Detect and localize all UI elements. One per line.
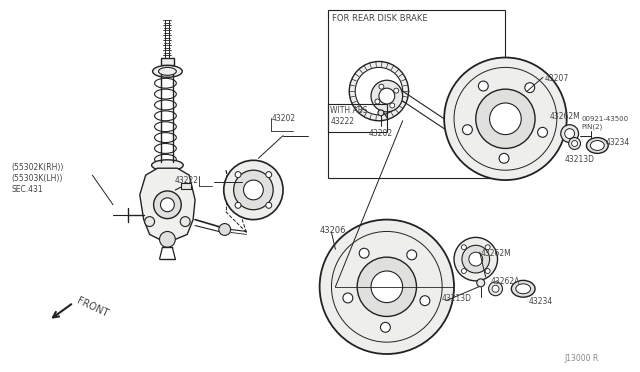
- Circle shape: [180, 217, 190, 227]
- Circle shape: [379, 88, 395, 104]
- Circle shape: [224, 160, 283, 219]
- Text: (55303K(LH)): (55303K(LH)): [12, 174, 63, 183]
- Circle shape: [454, 237, 497, 281]
- Text: 43202: 43202: [369, 129, 393, 138]
- Circle shape: [492, 285, 499, 292]
- Ellipse shape: [152, 160, 183, 171]
- Circle shape: [477, 279, 484, 287]
- Text: (55302K(RH)): (55302K(RH)): [12, 163, 63, 172]
- Circle shape: [390, 103, 395, 108]
- Ellipse shape: [586, 138, 608, 153]
- Circle shape: [371, 271, 403, 302]
- Circle shape: [343, 293, 353, 303]
- Circle shape: [462, 245, 490, 273]
- Circle shape: [359, 248, 369, 258]
- Circle shape: [538, 127, 547, 137]
- Circle shape: [159, 231, 175, 247]
- Text: 43262M: 43262M: [481, 249, 511, 258]
- Circle shape: [379, 84, 384, 89]
- Text: 43234: 43234: [605, 138, 630, 147]
- Circle shape: [380, 323, 390, 332]
- Circle shape: [463, 125, 472, 135]
- Bar: [328, 10, 506, 178]
- Circle shape: [420, 296, 430, 306]
- Circle shape: [145, 217, 155, 227]
- Circle shape: [525, 83, 534, 93]
- Circle shape: [561, 125, 579, 142]
- Text: 43222: 43222: [175, 176, 199, 185]
- Circle shape: [490, 103, 521, 135]
- Circle shape: [371, 80, 403, 112]
- Text: 43202: 43202: [271, 114, 295, 123]
- Ellipse shape: [511, 280, 535, 297]
- Ellipse shape: [152, 65, 182, 77]
- Text: 43213D: 43213D: [441, 294, 471, 303]
- Circle shape: [572, 141, 577, 147]
- Circle shape: [461, 245, 467, 250]
- Text: 43234: 43234: [528, 297, 552, 306]
- Circle shape: [378, 110, 384, 116]
- Circle shape: [319, 219, 454, 354]
- Circle shape: [476, 89, 535, 148]
- Text: FOR REAR DISK BRAKE: FOR REAR DISK BRAKE: [332, 14, 428, 23]
- Ellipse shape: [591, 141, 604, 150]
- Circle shape: [407, 250, 417, 260]
- Circle shape: [219, 224, 230, 235]
- Circle shape: [444, 58, 566, 180]
- Text: 43262M: 43262M: [550, 112, 580, 121]
- Circle shape: [234, 170, 273, 210]
- Circle shape: [569, 138, 580, 150]
- Text: SEC.431: SEC.431: [12, 185, 43, 194]
- Text: 43222: 43222: [330, 117, 355, 126]
- Ellipse shape: [516, 284, 531, 294]
- Circle shape: [266, 171, 272, 177]
- Text: 43262A: 43262A: [491, 277, 520, 286]
- Text: 43207: 43207: [545, 74, 569, 83]
- Circle shape: [394, 88, 399, 93]
- Text: 43213D: 43213D: [564, 155, 595, 164]
- Circle shape: [235, 202, 241, 208]
- Circle shape: [461, 269, 467, 273]
- Circle shape: [499, 153, 509, 163]
- Circle shape: [355, 67, 403, 115]
- Circle shape: [478, 81, 488, 91]
- Text: 00921-43500: 00921-43500: [582, 116, 628, 122]
- Bar: [161, 58, 174, 65]
- Text: 43206: 43206: [319, 225, 346, 234]
- Text: WITH ABS: WITH ABS: [330, 106, 368, 115]
- Circle shape: [488, 282, 502, 296]
- Circle shape: [235, 171, 241, 177]
- Circle shape: [564, 129, 575, 138]
- Circle shape: [154, 191, 181, 219]
- Circle shape: [485, 269, 490, 273]
- Circle shape: [349, 61, 408, 121]
- Text: FRONT: FRONT: [76, 296, 110, 319]
- Circle shape: [357, 257, 417, 317]
- Circle shape: [161, 198, 174, 212]
- Bar: [328, 104, 387, 132]
- Circle shape: [244, 180, 263, 200]
- Text: J13000 R: J13000 R: [564, 354, 599, 363]
- Circle shape: [375, 99, 380, 104]
- Circle shape: [228, 182, 235, 188]
- Bar: [181, 183, 191, 189]
- Polygon shape: [140, 168, 195, 239]
- Circle shape: [485, 245, 490, 250]
- Text: PIN(2): PIN(2): [582, 124, 603, 130]
- Circle shape: [469, 252, 483, 266]
- Circle shape: [266, 202, 272, 208]
